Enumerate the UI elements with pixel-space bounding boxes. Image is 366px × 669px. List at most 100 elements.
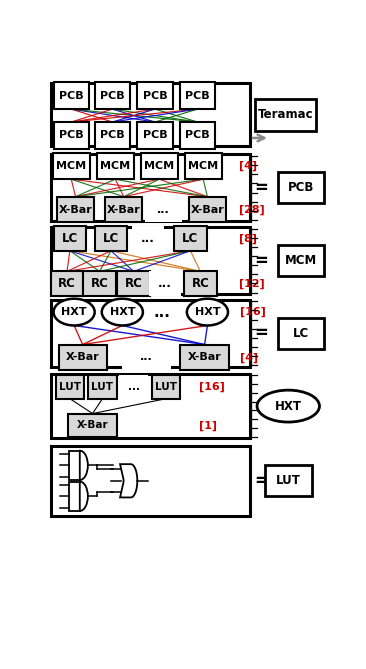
Text: PCB: PCB — [288, 181, 314, 195]
Text: [8]: [8] — [239, 233, 257, 244]
Text: [1]: [1] — [199, 420, 217, 431]
Text: [16]: [16] — [199, 381, 225, 392]
Text: [4]: [4] — [239, 161, 257, 171]
Text: [4]: [4] — [240, 353, 258, 363]
FancyBboxPatch shape — [51, 300, 250, 367]
FancyBboxPatch shape — [137, 82, 173, 109]
Text: ...: ... — [157, 205, 170, 215]
Text: ...: ... — [141, 232, 155, 245]
Text: MCM: MCM — [285, 254, 317, 267]
Text: X-Bar: X-Bar — [107, 205, 141, 215]
Text: LC: LC — [182, 232, 198, 245]
Text: PCB: PCB — [185, 130, 210, 140]
FancyBboxPatch shape — [189, 197, 226, 223]
Text: RC: RC — [58, 277, 76, 290]
Text: PCB: PCB — [143, 91, 167, 101]
Text: PCB: PCB — [143, 130, 167, 140]
Text: =: = — [254, 397, 268, 415]
FancyBboxPatch shape — [117, 272, 150, 296]
FancyBboxPatch shape — [95, 122, 130, 149]
FancyBboxPatch shape — [53, 153, 90, 179]
FancyBboxPatch shape — [51, 446, 250, 516]
Text: MCM: MCM — [188, 161, 218, 171]
FancyBboxPatch shape — [53, 82, 89, 109]
FancyBboxPatch shape — [83, 272, 116, 296]
Text: X-Bar: X-Bar — [188, 353, 221, 363]
FancyBboxPatch shape — [95, 82, 130, 109]
FancyBboxPatch shape — [68, 413, 117, 438]
FancyBboxPatch shape — [119, 375, 148, 399]
Text: X-Bar: X-Bar — [66, 353, 100, 363]
Text: HXT: HXT — [109, 307, 135, 317]
FancyBboxPatch shape — [97, 153, 134, 179]
FancyBboxPatch shape — [51, 227, 250, 294]
Text: RC: RC — [91, 277, 109, 290]
FancyBboxPatch shape — [184, 272, 217, 296]
Text: ...: ... — [140, 353, 153, 363]
FancyBboxPatch shape — [141, 153, 178, 179]
Ellipse shape — [53, 298, 95, 326]
FancyBboxPatch shape — [51, 374, 250, 438]
Text: LUT: LUT — [59, 382, 81, 392]
FancyBboxPatch shape — [149, 272, 181, 296]
Text: HXT: HXT — [61, 307, 87, 317]
Ellipse shape — [102, 298, 143, 326]
Text: MCM: MCM — [56, 161, 86, 171]
FancyBboxPatch shape — [69, 451, 80, 480]
Text: LC: LC — [62, 232, 78, 245]
FancyBboxPatch shape — [53, 226, 86, 251]
FancyBboxPatch shape — [51, 272, 83, 296]
FancyBboxPatch shape — [88, 375, 117, 399]
Text: Teramac: Teramac — [258, 108, 313, 121]
Text: ...: ... — [158, 277, 172, 290]
Polygon shape — [120, 464, 137, 498]
Text: PCB: PCB — [59, 130, 83, 140]
FancyBboxPatch shape — [51, 155, 250, 221]
FancyBboxPatch shape — [278, 318, 324, 349]
Text: =: = — [254, 252, 268, 270]
Text: X-Bar: X-Bar — [191, 205, 224, 215]
Text: PCB: PCB — [100, 130, 125, 140]
Text: PCB: PCB — [100, 91, 125, 101]
FancyBboxPatch shape — [174, 226, 207, 251]
FancyArrowPatch shape — [253, 134, 264, 141]
FancyBboxPatch shape — [152, 375, 180, 399]
Text: MCM: MCM — [100, 161, 130, 171]
FancyBboxPatch shape — [53, 122, 89, 149]
Ellipse shape — [257, 390, 320, 422]
Text: X-Bar: X-Bar — [59, 205, 92, 215]
Text: =: = — [254, 324, 268, 343]
Text: [16]: [16] — [240, 307, 266, 317]
Text: ...: ... — [154, 304, 171, 320]
Text: ...: ... — [128, 382, 140, 392]
Text: MCM: MCM — [144, 161, 174, 171]
Text: LUT: LUT — [155, 382, 177, 392]
Text: =: = — [254, 472, 268, 490]
Text: PCB: PCB — [59, 91, 83, 101]
FancyBboxPatch shape — [131, 226, 164, 251]
Text: =: = — [254, 106, 268, 124]
Wedge shape — [80, 482, 88, 511]
Text: LC: LC — [293, 326, 309, 340]
Text: RC: RC — [191, 277, 209, 290]
Text: LUT: LUT — [92, 382, 113, 392]
FancyBboxPatch shape — [145, 197, 182, 223]
FancyBboxPatch shape — [69, 482, 80, 511]
FancyBboxPatch shape — [278, 173, 324, 203]
FancyBboxPatch shape — [105, 197, 142, 223]
Text: LC: LC — [103, 232, 119, 245]
Text: =: = — [254, 179, 268, 197]
FancyBboxPatch shape — [265, 466, 312, 496]
FancyBboxPatch shape — [95, 226, 127, 251]
FancyBboxPatch shape — [122, 345, 171, 371]
FancyBboxPatch shape — [180, 82, 215, 109]
FancyBboxPatch shape — [180, 122, 215, 149]
Text: LUT: LUT — [276, 474, 301, 487]
FancyBboxPatch shape — [57, 197, 94, 223]
Wedge shape — [80, 451, 88, 480]
Text: [28]: [28] — [239, 205, 264, 215]
FancyBboxPatch shape — [56, 375, 84, 399]
FancyBboxPatch shape — [255, 98, 316, 130]
FancyBboxPatch shape — [278, 245, 324, 276]
Text: RC: RC — [125, 277, 143, 290]
